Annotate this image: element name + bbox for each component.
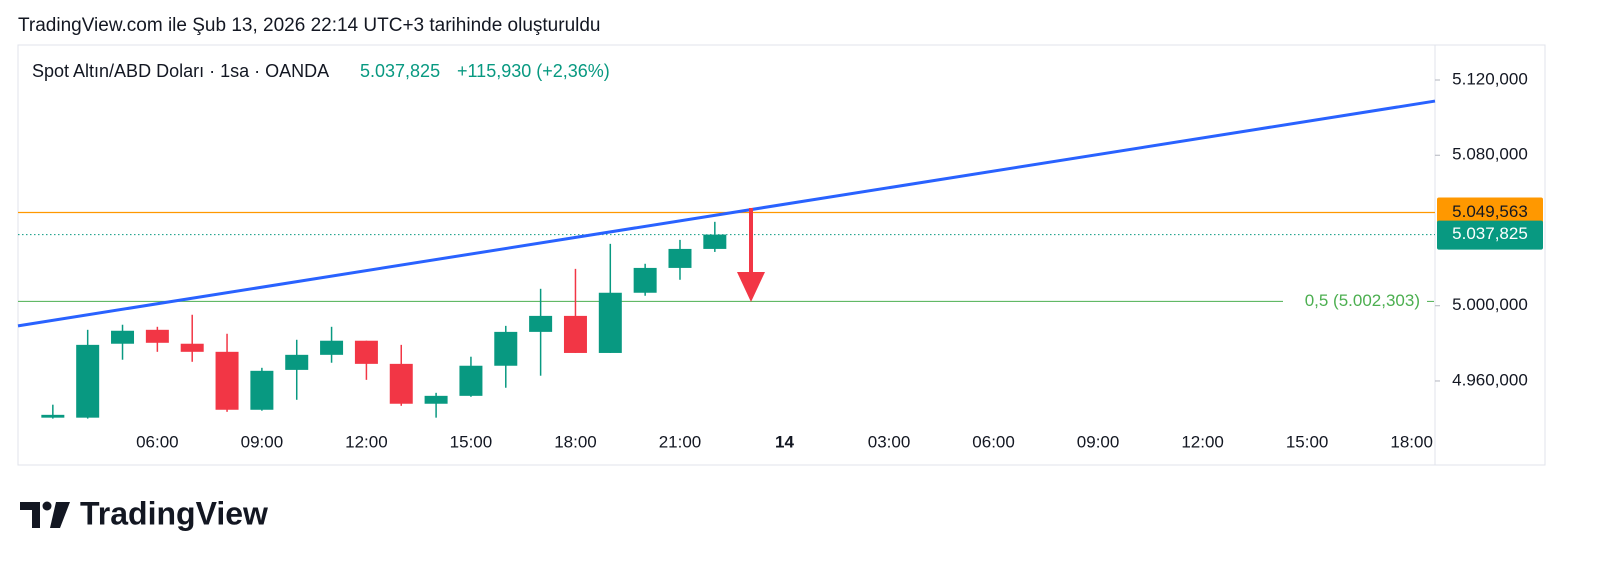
logo: TradingView xyxy=(20,495,268,531)
candle-body xyxy=(703,234,727,249)
candle-body xyxy=(180,343,204,352)
x-tick-label: 15:00 xyxy=(450,432,493,451)
x-tick-label: 09:00 xyxy=(1077,432,1120,451)
candle-body xyxy=(424,395,448,404)
trend-line xyxy=(17,99,1436,328)
candle-body xyxy=(389,363,413,404)
x-tick-label: 06:00 xyxy=(136,432,179,451)
last-price-box xyxy=(1437,220,1543,250)
candle-body xyxy=(320,340,344,355)
x-tick-label: 14 xyxy=(775,432,794,451)
last-price-box-label: 5.037,825 xyxy=(1452,224,1528,243)
change: +115,930 (+2,36%) xyxy=(457,61,610,81)
y-tick-label: 4.960,000 xyxy=(1452,370,1528,389)
candle-body xyxy=(668,248,692,268)
candle-body xyxy=(76,344,100,418)
fib-label: 0,5 (5.002,303) xyxy=(1305,291,1420,310)
candle-body xyxy=(285,354,309,370)
candle-body xyxy=(145,329,169,343)
plot: 06:00 09:00 12:00 15:00 18:00 21:00 14 03:00 06:… xyxy=(17,69,1543,451)
candle-body xyxy=(250,370,274,410)
x-tick-label: 06:00 xyxy=(972,432,1015,451)
candle-body xyxy=(41,414,65,418)
candle-body xyxy=(111,330,135,344)
level-price-box xyxy=(1437,197,1543,228)
y-tick-label: 5.080,000 xyxy=(1452,145,1528,164)
x-tick-label: 21:00 xyxy=(659,432,702,451)
x-tick-label: 18:00 xyxy=(1390,432,1433,451)
y-tick-label: 5.120,000 xyxy=(1452,69,1528,88)
x-tick-label: 09:00 xyxy=(241,432,284,451)
chart-frame xyxy=(17,44,1546,466)
header: TradingView.com ile Şub 13, 2026 22:14 U… xyxy=(18,15,601,36)
last-price: 5.037,825 xyxy=(360,61,440,81)
candle-body xyxy=(215,351,239,410)
candle-body xyxy=(563,315,587,353)
x-tick-label: 03:00 xyxy=(868,432,911,451)
x-tick-label: 12:00 xyxy=(1181,432,1224,451)
x-tick-label: 15:00 xyxy=(1286,432,1329,451)
candle-body xyxy=(459,365,483,396)
candle-body xyxy=(529,315,553,332)
x-tick-label: 12:00 xyxy=(345,432,388,451)
y-tick-label: 5.000,000 xyxy=(1452,295,1528,314)
level-price-label: 5.049,563 xyxy=(1452,202,1528,221)
x-tick-label: 18:00 xyxy=(554,432,597,451)
brand: TradingView xyxy=(80,495,268,531)
candle-body xyxy=(494,331,518,366)
candle-body xyxy=(354,340,378,364)
candle-body xyxy=(633,267,657,293)
arrow-head xyxy=(737,272,765,302)
symbol: Spot Altın/ABD Doları · 1sa · OANDA xyxy=(32,61,329,81)
candle-body xyxy=(598,292,622,353)
